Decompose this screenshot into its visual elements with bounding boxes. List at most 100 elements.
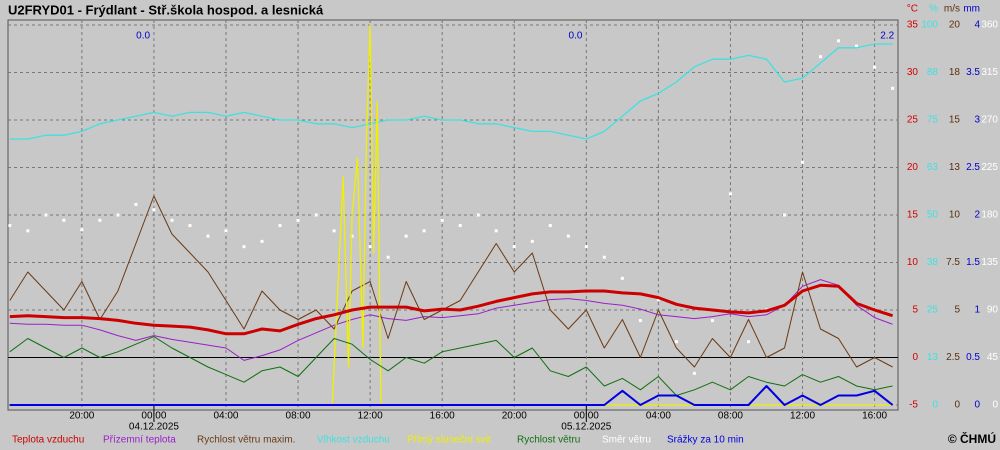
chart-title: U2FRYD01 - Frýdlant - Stř.škola hospod. …	[8, 2, 324, 17]
legend-entry: Rychlost větru maxim.	[197, 435, 295, 446]
y-tick-label: 30	[907, 67, 919, 78]
x-tick-label: 04:00	[646, 411, 671, 422]
y-tick-label: 3.5	[966, 67, 980, 78]
direction-dot	[620, 276, 624, 280]
legend-entry: Srážky za 10 min	[667, 435, 744, 446]
legend-entry: Směr větru	[602, 435, 651, 446]
direction-dot	[386, 255, 390, 259]
axis-unit: °C	[907, 4, 918, 15]
y-tick-label: 360	[981, 20, 998, 31]
series-line	[9, 336, 893, 396]
y-tick-label: 0	[954, 400, 960, 411]
axis-unit: %	[929, 4, 938, 15]
direction-dot	[44, 213, 48, 217]
y-tick-label: 1.5	[966, 257, 980, 268]
y-tick-label: 10	[949, 210, 961, 221]
legend-entry: Přímý sluneční svit	[407, 435, 491, 446]
series-line	[9, 279, 893, 361]
legend-entry: Rychlost větru	[517, 435, 580, 446]
direction-dot	[80, 228, 84, 232]
axis-unit: mm	[963, 4, 980, 15]
y-tick-label: 2.5	[966, 162, 980, 173]
direction-dot	[801, 160, 805, 164]
legend-entry: Teplota vzduchu	[12, 435, 84, 446]
precip-total: 2.2	[880, 31, 894, 42]
direction-dot	[278, 224, 282, 228]
y-tick-label: 25	[927, 305, 939, 316]
direction-dot	[134, 202, 138, 206]
x-tick-label: 04:00	[213, 411, 238, 422]
direction-dot	[368, 245, 372, 249]
direction-dot	[873, 65, 877, 69]
x-tick-label: 20:00	[69, 411, 94, 422]
series-line	[9, 195, 893, 368]
y-tick-label: 38	[927, 257, 939, 268]
y-tick-label: 3	[974, 115, 980, 126]
x-tick-label: 16:00	[862, 411, 887, 422]
direction-dot	[8, 224, 12, 228]
direction-dot	[332, 229, 336, 233]
y-tick-label: 15	[949, 115, 961, 126]
y-tick-label: 35	[907, 20, 919, 31]
direction-dot	[62, 218, 66, 222]
y-tick-label: 90	[987, 305, 999, 316]
y-tick-label: 20	[907, 162, 919, 173]
direction-dot	[26, 229, 30, 233]
y-tick-label: 0	[912, 352, 918, 363]
direction-dot	[819, 55, 823, 59]
direction-dot	[296, 218, 300, 222]
direction-dot	[206, 234, 210, 238]
direction-dot	[98, 218, 102, 222]
direction-dot	[855, 44, 859, 48]
precip-total: 0.0	[136, 31, 150, 42]
direction-dot	[404, 234, 408, 238]
direction-dot	[548, 224, 552, 228]
direction-dot	[242, 245, 246, 249]
direction-dot	[170, 218, 174, 222]
y-tick-label: 7.5	[946, 257, 960, 268]
direction-dot	[458, 224, 462, 228]
y-tick-label: 75	[927, 115, 939, 126]
y-tick-label: 315	[981, 67, 998, 78]
direction-dot	[674, 340, 678, 344]
direction-dot	[782, 213, 786, 217]
y-tick-label: 135	[981, 257, 998, 268]
x-tick-label: 08:00	[718, 411, 743, 422]
direction-dot	[602, 255, 606, 259]
y-tick-label: 88	[927, 67, 939, 78]
y-tick-label: 63	[927, 162, 939, 173]
direction-dot	[494, 229, 498, 233]
direction-dot	[566, 234, 570, 238]
y-tick-label: 5	[912, 305, 918, 316]
direction-dot	[440, 218, 444, 222]
direction-dot	[152, 208, 156, 212]
direction-dot	[584, 245, 588, 249]
y-tick-label: 4	[974, 20, 980, 31]
direction-dot	[746, 340, 750, 344]
y-tick-label: 0	[932, 400, 938, 411]
direction-dot	[638, 319, 642, 323]
copyright: © ČHMÚ	[948, 431, 996, 446]
y-tick-label: 0.5	[966, 352, 980, 363]
x-tick-label: 12:00	[358, 411, 383, 422]
y-tick-label: 0	[974, 400, 980, 411]
series-line	[9, 283, 894, 336]
y-tick-label: 100	[921, 20, 938, 31]
direction-dot	[116, 213, 120, 217]
precip-total: 0.0	[569, 31, 583, 42]
series-line	[9, 43, 893, 140]
y-tick-label: -5	[909, 400, 918, 411]
y-tick-label: 270	[981, 115, 998, 126]
direction-dot	[891, 86, 895, 90]
date-label: 05.12.2025	[561, 422, 611, 433]
y-tick-label: 225	[981, 162, 998, 173]
y-tick-label: 20	[949, 20, 961, 31]
series-line	[9, 24, 893, 406]
direction-dot	[530, 239, 534, 243]
direction-dot	[224, 229, 228, 233]
direction-dot	[512, 245, 516, 249]
y-tick-label: 25	[907, 115, 919, 126]
direction-dot	[422, 229, 426, 233]
y-tick-label: 13	[927, 352, 939, 363]
